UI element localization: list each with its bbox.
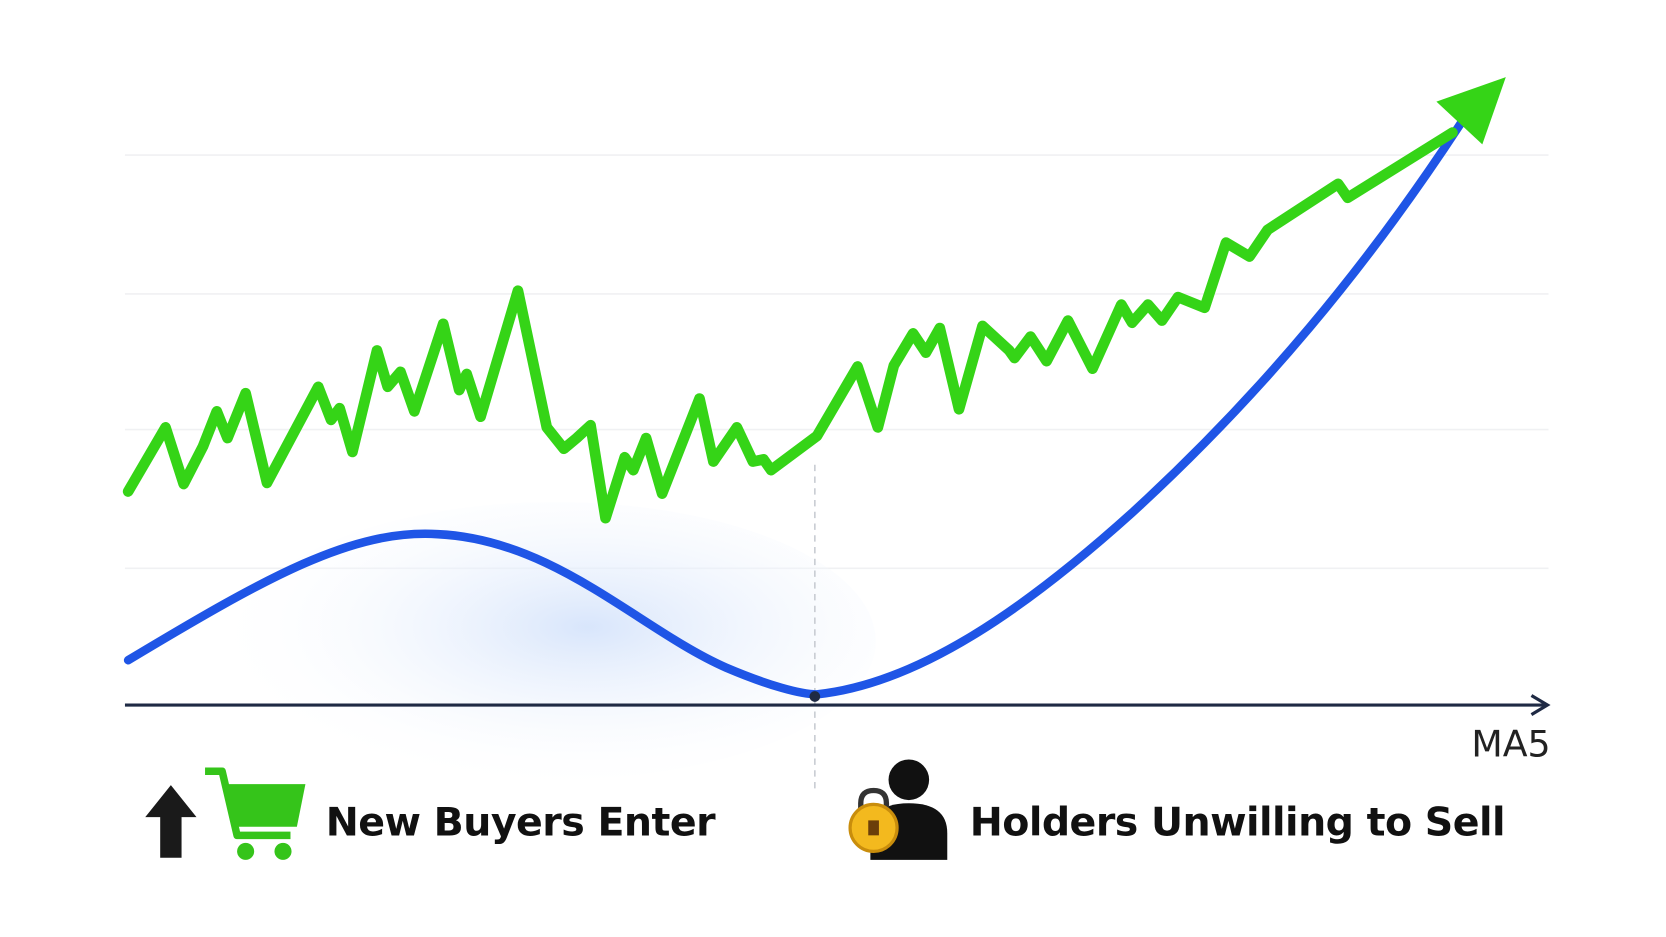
holders-caption: Holders Unwilling to Sell	[970, 799, 1505, 845]
lock-shackle	[858, 787, 890, 814]
price-line	[122, 127, 1458, 524]
holders-icons	[848, 759, 948, 860]
keyhole	[868, 820, 879, 836]
axis-label: MA5	[1471, 722, 1550, 765]
buyers-caption: New Buyers Enter	[326, 799, 716, 845]
grid	[124, 154, 1549, 570]
buyers-icons	[145, 767, 306, 860]
ma-line	[123, 115, 1468, 699]
cart-icon	[222, 784, 306, 827]
up-arrow-icon	[145, 785, 197, 858]
turn-point	[809, 691, 821, 702]
cart-wheel	[237, 842, 255, 860]
shade-area	[234, 502, 876, 780]
person-head	[888, 759, 930, 801]
trend-arrowhead	[1436, 77, 1506, 145]
cart-wheel	[274, 842, 292, 860]
axis-arrow	[1530, 694, 1551, 717]
